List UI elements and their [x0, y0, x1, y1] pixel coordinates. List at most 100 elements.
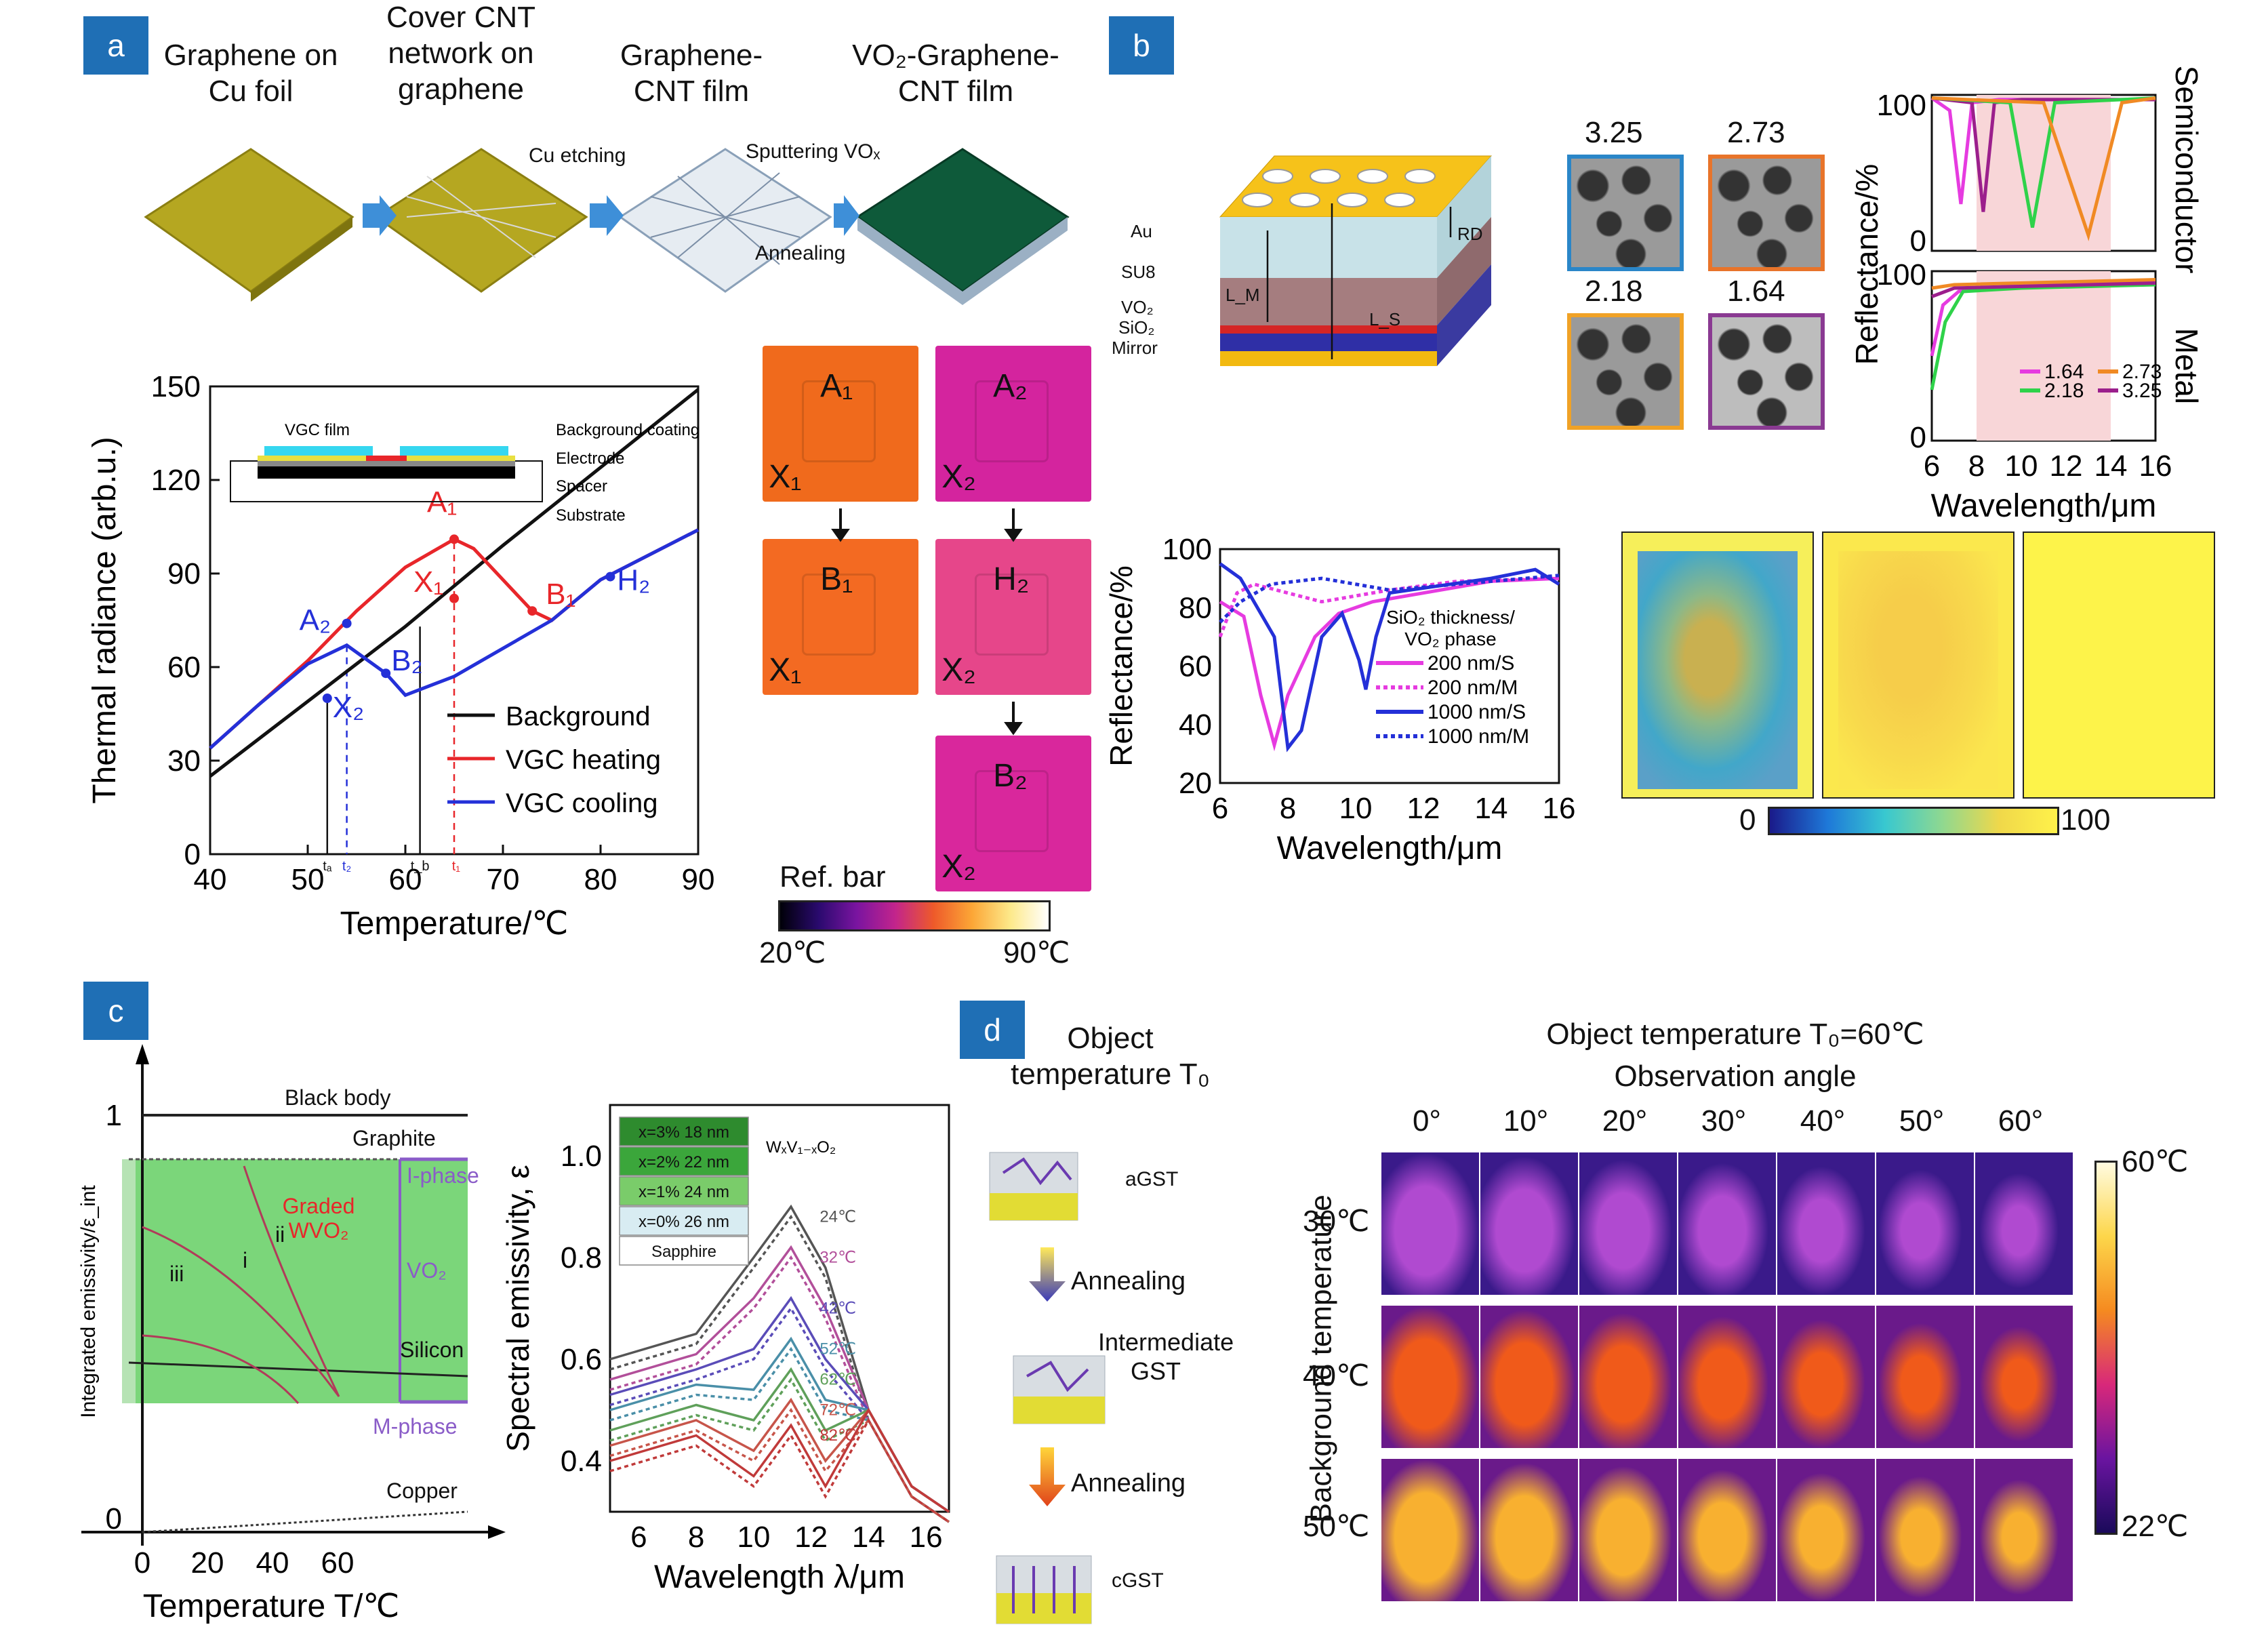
layer-box — [619, 1117, 749, 1146]
schematic-label: Copper — [386, 1479, 458, 1503]
data-point — [527, 606, 538, 616]
y-tick-label: 100 — [1162, 533, 1212, 566]
ir-cell — [1975, 1152, 2073, 1295]
layer-label: x=2% 22 nm — [639, 1153, 729, 1171]
legend-title: SiO₂ thickness/ — [1386, 607, 1515, 628]
inset-spacer — [258, 461, 515, 466]
step-vo2-film: VO₂-Graphene-CNT film — [852, 39, 1059, 108]
inset-vgc-right — [400, 446, 508, 456]
legend-label: 200 nm/S — [1427, 652, 1514, 675]
dim-ls: L_S — [1369, 309, 1401, 329]
schematic-label: M-phase — [373, 1414, 458, 1439]
legend-label: 1000 nm/S — [1427, 701, 1526, 723]
sem-label-325: 3.25 — [1585, 116, 1643, 149]
point-label: H₂ — [617, 564, 650, 597]
d-grid-subtitle: Observation angle — [1614, 1060, 1857, 1093]
x-tick-label: 60 — [389, 863, 422, 896]
inset-label: Electrode — [556, 449, 624, 468]
sem-image-325 — [1567, 155, 1684, 271]
y-axis-label: Spectral emissivity, ε — [500, 1165, 535, 1452]
legend-label: 1000 nm/M — [1427, 725, 1529, 748]
refbar-gradient — [778, 900, 1051, 931]
ir-cell — [1480, 1306, 1578, 1448]
spectral-emissivity-chart: 6 8 10 12 14 16 0.4 0.6 0.8 1.0 Wavelength λ/μm Spe… — [500, 1104, 950, 1595]
inset-wire — [230, 460, 543, 502]
y-axis-label: Integrated emissivity/ε_int — [77, 1185, 100, 1418]
legend-label: Background — [506, 702, 650, 731]
layer-box — [619, 1146, 749, 1176]
ir-cell — [1876, 1459, 1974, 1601]
x-tick-label: 20 — [191, 1546, 224, 1580]
d-colorbar-max: 60℃ — [2122, 1145, 2189, 1178]
ir-cell — [1876, 1152, 1974, 1295]
curve-3 — [1219, 574, 1560, 624]
x-tick-label: 12 — [1407, 792, 1440, 825]
ir-cell — [1480, 1459, 1578, 1601]
ir-colorbar-max: 100 — [2061, 803, 2111, 837]
ir-cell — [1579, 1459, 1677, 1601]
silicon-line — [128, 1361, 468, 1378]
data-point — [381, 668, 391, 679]
graded-label-1: Graded — [283, 1194, 355, 1218]
graded-label-2: WVO₂ — [289, 1218, 349, 1243]
point-label: B₂ — [391, 644, 422, 677]
refbar-max: 90℃ — [1003, 936, 1070, 969]
copper-line — [142, 1510, 468, 1533]
x-axis-arrow — [488, 1525, 506, 1539]
x-tick-label: 16 — [2139, 449, 2172, 483]
point-label: A₂ — [300, 604, 331, 637]
y-tick-1: 1 — [106, 1099, 122, 1132]
d-state-agst: aGST — [1125, 1168, 1179, 1190]
curve-1 — [1218, 576, 1560, 638]
sem-image-164 — [1708, 313, 1825, 430]
x-axis-label: Wavelength λ/μm — [654, 1559, 905, 1595]
y-axis-label: Reflectance/% — [1103, 565, 1139, 767]
layer-box — [619, 1176, 749, 1206]
sem-label-218: 2.18 — [1585, 275, 1643, 308]
ir-cell — [1381, 1152, 1479, 1295]
layer-su8: SU8 — [1121, 262, 1156, 282]
x-tick-label: 90 — [682, 863, 715, 896]
y-tick-label: 100 — [1877, 89, 1926, 122]
fabrication-schematic — [144, 148, 1070, 305]
ir-cell — [1678, 1459, 1776, 1601]
x-tick-label: 6 — [1212, 792, 1228, 825]
panel-a-tag: a — [83, 16, 148, 75]
x-tick-label: 0 — [134, 1546, 150, 1580]
thermal-tile-b2: B₂ X₂ — [935, 736, 1091, 891]
graded-region — [136, 1159, 468, 1403]
angle-label: 60° — [1998, 1104, 2044, 1138]
ir-colorbar-min: 0 — [1739, 803, 1756, 837]
refbar-min: 20℃ — [759, 936, 826, 969]
x-tick-label: 14 — [1475, 792, 1508, 825]
panel-b-tag: b — [1109, 16, 1174, 75]
action-sputtering: Sputtering VOₓ — [746, 140, 880, 163]
inset-label: Substrate — [556, 506, 626, 525]
formula-label: WₓV₁₋ₓO₂ — [766, 1138, 836, 1157]
schematic-label: ii — [275, 1222, 285, 1247]
angle-label: 50° — [1899, 1104, 1945, 1138]
y-tick-label: 120 — [151, 464, 201, 497]
y-tick-label: 0.8 — [561, 1241, 602, 1274]
temp-label: 42℃ — [819, 1300, 856, 1318]
ir-cell — [1480, 1152, 1578, 1295]
angle-header-row: 0° 10° 20° 30° 40° 50° 60° — [1383, 1104, 2268, 1144]
metal-band — [1977, 271, 2111, 441]
ir-cell — [1777, 1152, 1875, 1295]
thermal-radiance-chart: 40 50 60 70 80 90 0 30 60 90 120 150 Temperature/℃ Th… — [87, 370, 715, 942]
inset-substrate — [258, 466, 515, 479]
x-tick-label: 40 — [194, 863, 227, 896]
ir-cell — [1777, 1306, 1875, 1448]
x-axis-label: Temperature T/℃ — [143, 1588, 400, 1624]
metal-curve — [1931, 278, 2156, 290]
axis-gradient — [122, 1159, 136, 1403]
ir-cell — [1678, 1306, 1776, 1448]
reflectance-sem-chart: 6 8 10 12 14 1610001000Wavelength/μmReflectan… — [1849, 66, 2204, 522]
legend-title-2: VO₂ phase — [1404, 628, 1496, 649]
emis-curve — [609, 1306, 950, 1523]
inset-label-vgc: VGC film — [285, 421, 350, 439]
curve-2 — [1219, 562, 1560, 752]
y-tick-label: 60 — [167, 651, 201, 684]
semi-curve — [1931, 96, 2155, 212]
layer-box — [619, 1236, 749, 1266]
